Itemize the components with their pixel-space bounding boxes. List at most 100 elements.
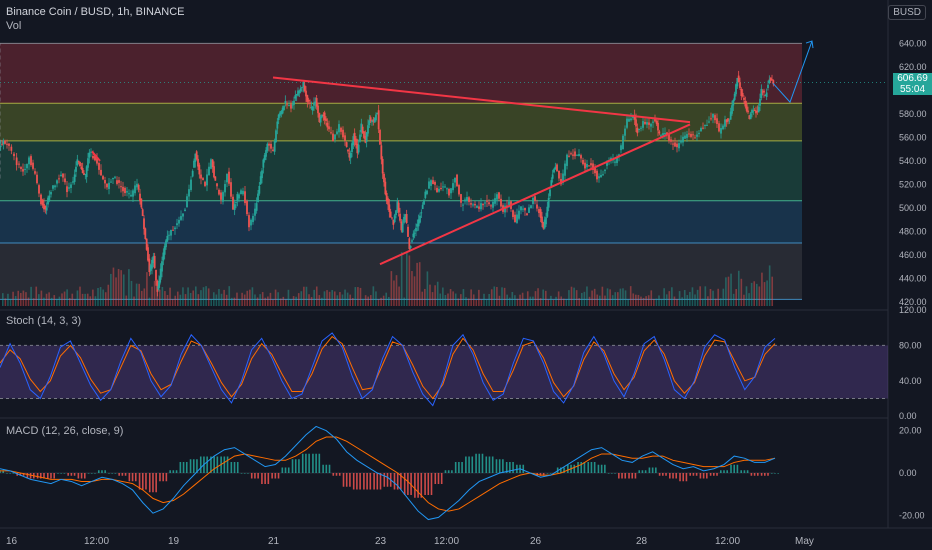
candle-body (735, 84, 737, 95)
volume-bar (699, 286, 701, 306)
volume-bar (225, 294, 228, 306)
candle-body (238, 194, 240, 199)
volume-bar (9, 298, 12, 306)
candle-body (73, 174, 76, 182)
macd-histogram-bar (672, 473, 674, 479)
macd-indicator-label[interactable]: MACD (12, 26, close, 9) (6, 425, 124, 437)
stoch-indicator-label[interactable]: Stoch (14, 3, 3) (6, 315, 82, 327)
macd-histogram-bar (567, 464, 569, 473)
candle-body (357, 144, 360, 153)
volume-bar (318, 295, 321, 306)
macd-histogram-bar (216, 456, 219, 473)
volume-bar (112, 267, 115, 306)
volume-bar (4, 298, 7, 306)
candle-body (144, 228, 147, 240)
candle-body (305, 90, 307, 97)
volume-bar (599, 295, 601, 306)
volume-bar (655, 298, 658, 306)
candle-body (257, 193, 259, 203)
candle-body (417, 219, 420, 227)
macd-histogram-bar (379, 473, 382, 490)
volume-bar (321, 297, 323, 306)
macd-histogram-bar (223, 456, 226, 473)
macd-histogram-bar (692, 473, 695, 476)
candle-body (375, 114, 377, 121)
macd-histogram-bar (604, 464, 606, 473)
volume-bar (521, 292, 524, 306)
candle-body (744, 101, 747, 107)
candle-body (708, 121, 710, 123)
candle-body (165, 240, 167, 248)
volume-bar (606, 288, 609, 306)
candle-body (118, 180, 120, 183)
volume-bar (30, 286, 32, 306)
macd-histogram-bar (60, 473, 62, 474)
volume-bar (424, 288, 426, 306)
candle-body (658, 131, 661, 134)
candle-body (706, 124, 708, 126)
macd-histogram-bar (111, 473, 113, 474)
volume-bar (707, 296, 709, 306)
candle-body (596, 170, 598, 180)
candle-body (87, 158, 89, 168)
candle-body (348, 152, 351, 158)
macd-histogram-bar (233, 462, 236, 473)
volume-bar (488, 293, 490, 306)
volume-bar (351, 298, 354, 306)
volume-bar (480, 299, 483, 306)
volume-bar (233, 297, 236, 306)
candle-body (588, 165, 590, 167)
candle-body (363, 131, 365, 138)
macd-histogram-bar (651, 467, 654, 473)
volume-bar (40, 290, 43, 306)
candle-body (176, 223, 178, 226)
macd-tick-label: -20.00 (899, 510, 925, 520)
macd-histogram-bar (430, 473, 433, 495)
candle-body (550, 180, 553, 187)
candle-body (126, 191, 128, 193)
candle-body (384, 181, 387, 195)
macd-histogram-bar (298, 459, 300, 473)
currency-button[interactable]: BUSD (888, 5, 926, 20)
candle-body (235, 201, 237, 203)
candle-body (62, 173, 64, 178)
volume-bar (439, 293, 442, 306)
candle-body (338, 124, 340, 133)
candle-body (767, 84, 769, 89)
volume-bar (766, 280, 768, 306)
volume-bar (696, 289, 699, 306)
volume-bar (169, 287, 171, 306)
candle-body (81, 168, 84, 174)
candle-body (108, 182, 110, 189)
candle-body (558, 170, 560, 179)
candle-body (652, 121, 654, 123)
volume-bar (730, 273, 732, 306)
candle-body (281, 107, 284, 114)
symbol-title[interactable]: Binance Coin / BUSD, 1h, BINANCE (6, 6, 185, 18)
volume-bar (570, 286, 573, 306)
candle-body (178, 219, 180, 224)
macd-histogram-bar (481, 453, 484, 473)
volume-bar (272, 299, 274, 306)
volume-bar (341, 294, 344, 306)
volume-bar (578, 298, 581, 306)
candle-body (698, 132, 700, 134)
candle-body (385, 193, 388, 202)
macd-histogram-bar (495, 459, 498, 473)
volume-bar (377, 299, 380, 306)
volume-bar (413, 276, 416, 306)
candle-body (30, 156, 32, 166)
volume-bar (403, 297, 406, 306)
candle-body (301, 86, 303, 89)
candle-body (545, 217, 547, 225)
candle-body (317, 105, 319, 114)
candle-body (276, 121, 279, 129)
candle-body (4, 140, 6, 144)
candle-body (353, 132, 356, 142)
volume-bar (249, 289, 251, 306)
volume-bar (369, 295, 372, 306)
volume-bar (537, 288, 539, 306)
candle-body (668, 133, 670, 141)
candle-body (446, 188, 448, 190)
